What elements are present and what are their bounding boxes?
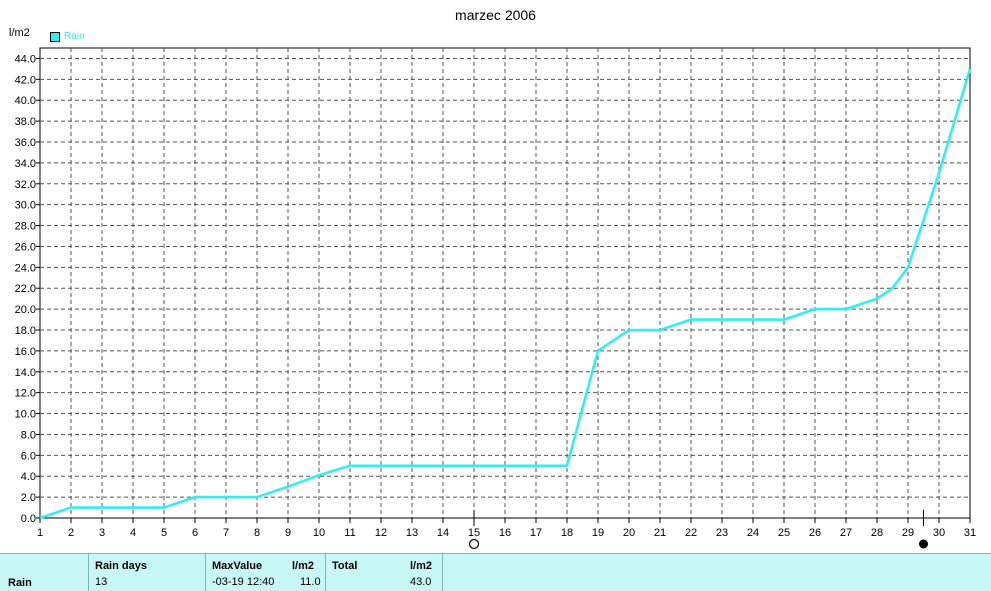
x-tick-label: 1 bbox=[37, 527, 43, 539]
full-moon-icon bbox=[468, 538, 480, 550]
x-tick-label: 16 bbox=[499, 527, 511, 539]
y-tick-label: 28.0 bbox=[15, 221, 36, 233]
x-tick-label: 20 bbox=[623, 527, 635, 539]
total-unit: l/m2 bbox=[410, 560, 433, 572]
max-value-cell: MaxValue l/m2 -03-19 12:40 11.0 bbox=[205, 554, 326, 591]
x-tick-label: 27 bbox=[840, 527, 852, 539]
x-tick-label: 28 bbox=[871, 527, 883, 539]
max-value-value: 11.0 bbox=[300, 576, 321, 588]
x-tick-label: 8 bbox=[254, 527, 260, 539]
x-tick-label: 26 bbox=[809, 527, 821, 539]
max-value-header: MaxValue bbox=[212, 560, 263, 572]
y-tick-label: 40.0 bbox=[15, 95, 36, 107]
x-tick-label: 17 bbox=[530, 527, 542, 539]
chart-title: marzec 2006 bbox=[455, 7, 536, 23]
x-tick-label: 29 bbox=[902, 527, 914, 539]
x-tick-label: 6 bbox=[192, 527, 198, 539]
y-tick-label: 22.0 bbox=[15, 283, 36, 295]
x-tick-label: 25 bbox=[778, 527, 790, 539]
max-value-date: -03-19 12:40 bbox=[212, 576, 275, 588]
y-tick-label: 6.0 bbox=[21, 450, 36, 462]
y-tick-label: 24.0 bbox=[15, 262, 36, 274]
x-tick-label: 7 bbox=[223, 527, 229, 539]
y-tick-label: 44.0 bbox=[15, 53, 36, 65]
x-tick-label: 11 bbox=[344, 527, 355, 539]
x-tick-label: 3 bbox=[99, 527, 105, 539]
x-tick-label: 31 bbox=[964, 527, 976, 539]
y-tick-label: 26.0 bbox=[15, 241, 36, 253]
max-value-unit: l/m2 bbox=[292, 560, 315, 572]
y-tick-label: 30.0 bbox=[15, 200, 36, 212]
total-header: Total bbox=[332, 560, 358, 572]
series-line-rain bbox=[39, 68, 972, 520]
x-tick-label: 5 bbox=[161, 527, 167, 539]
x-tick-label: 4 bbox=[130, 527, 136, 539]
x-tick-label: 21 bbox=[654, 527, 666, 539]
y-tick-label: 2.0 bbox=[21, 492, 36, 504]
x-tick-label: 10 bbox=[313, 527, 325, 539]
rain-days-header: Rain days bbox=[95, 560, 147, 572]
rain-days-cell: Rain days 13 bbox=[88, 554, 206, 591]
y-tick-label: 8.0 bbox=[21, 429, 36, 441]
x-tick-label: 2 bbox=[68, 527, 74, 539]
x-tick-label: 30 bbox=[933, 527, 945, 539]
y-tick-label: 18.0 bbox=[15, 325, 36, 337]
x-tick-label: 15 bbox=[468, 527, 480, 539]
y-tick-label: 32.0 bbox=[15, 179, 36, 191]
x-tick-label: 18 bbox=[561, 527, 573, 539]
legend-label: Rain bbox=[64, 31, 85, 42]
total-cell: Total l/m2 43.0 bbox=[325, 554, 443, 591]
x-tick-label: 24 bbox=[747, 527, 759, 539]
x-tick-label: 13 bbox=[406, 527, 418, 539]
y-tick-label: 36.0 bbox=[15, 137, 36, 149]
legend: Rain bbox=[50, 31, 85, 42]
legend-swatch bbox=[50, 31, 60, 42]
y-tick-label: 4.0 bbox=[21, 471, 36, 483]
y-tick-label: 10.0 bbox=[15, 409, 36, 421]
y-tick-label: 16.0 bbox=[15, 346, 36, 358]
y-tick-label: 20.0 bbox=[15, 304, 36, 316]
stats-panel: Rain Rain days 13 MaxValue l/m2 -03-19 1… bbox=[0, 553, 991, 591]
y-tick-label: 0.0 bbox=[21, 513, 36, 525]
rain-chart: 0.0 2.0 4.0 6.0 8.0 10.0 12.0 14.0 16.0 18.0 20.0 2… bbox=[15, 47, 976, 550]
y-tick-label: 14.0 bbox=[15, 367, 36, 379]
x-tick-label: 19 bbox=[592, 527, 604, 539]
rain-days-value: 13 bbox=[95, 576, 108, 588]
new-moon-icon bbox=[919, 539, 928, 549]
x-tick-label: 23 bbox=[716, 527, 728, 539]
y-tick-label: 12.0 bbox=[15, 388, 36, 400]
x-tick-label: 9 bbox=[285, 527, 291, 539]
x-tick-label: 14 bbox=[437, 527, 449, 539]
y-tick-label: 38.0 bbox=[15, 116, 36, 128]
y-axis-unit: l/m2 bbox=[9, 27, 30, 39]
total-value: 43.0 bbox=[410, 576, 432, 588]
y-tick-label: 34.0 bbox=[15, 158, 36, 170]
stats-row-label: Rain bbox=[8, 577, 32, 589]
x-tick-label: 12 bbox=[375, 527, 387, 539]
x-tick-label: 22 bbox=[685, 527, 697, 539]
y-tick-label: 42.0 bbox=[15, 74, 36, 86]
